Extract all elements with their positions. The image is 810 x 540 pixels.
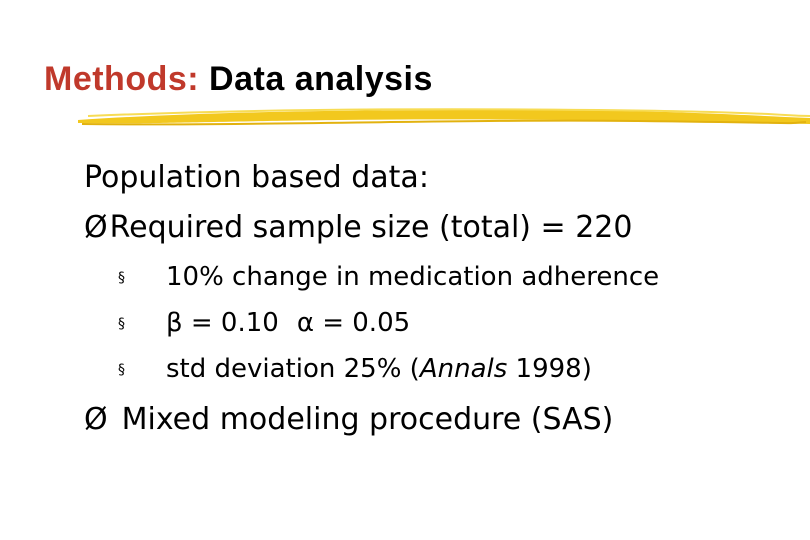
- beta-value: β = 0.10: [166, 308, 279, 338]
- title-underline-brush: [78, 108, 810, 126]
- title-prefix: Methods:: [44, 60, 200, 98]
- sample-size-item: ØRequired sample size (total) = 220: [84, 210, 632, 245]
- title-main: Data analysis: [209, 60, 433, 98]
- sample-size-text: Required sample size (total) = 220: [109, 210, 633, 245]
- square-bullet-icon: §: [118, 362, 125, 378]
- slide-title: Methods: Data analysis: [44, 60, 433, 99]
- std-deviation-text: std deviation 25% (: [166, 354, 420, 384]
- arrow-bullet-icon: Ø: [84, 210, 108, 245]
- mixed-modeling-text: Mixed modeling procedure (SAS): [121, 402, 614, 437]
- citation-journal: Annals: [419, 354, 508, 384]
- square-bullet-icon: §: [118, 316, 125, 332]
- square-bullet-icon: §: [118, 270, 125, 286]
- mixed-modeling-item: Ø Mixed modeling procedure (SAS): [84, 402, 613, 437]
- citation-year: 1998): [507, 354, 592, 384]
- arrow-bullet-icon: Ø: [84, 402, 108, 437]
- sub-item-change-text: 10% change in medication adherence: [166, 262, 660, 292]
- alpha-value: α = 0.05: [296, 308, 411, 338]
- population-data-heading: Population based data:: [84, 160, 429, 195]
